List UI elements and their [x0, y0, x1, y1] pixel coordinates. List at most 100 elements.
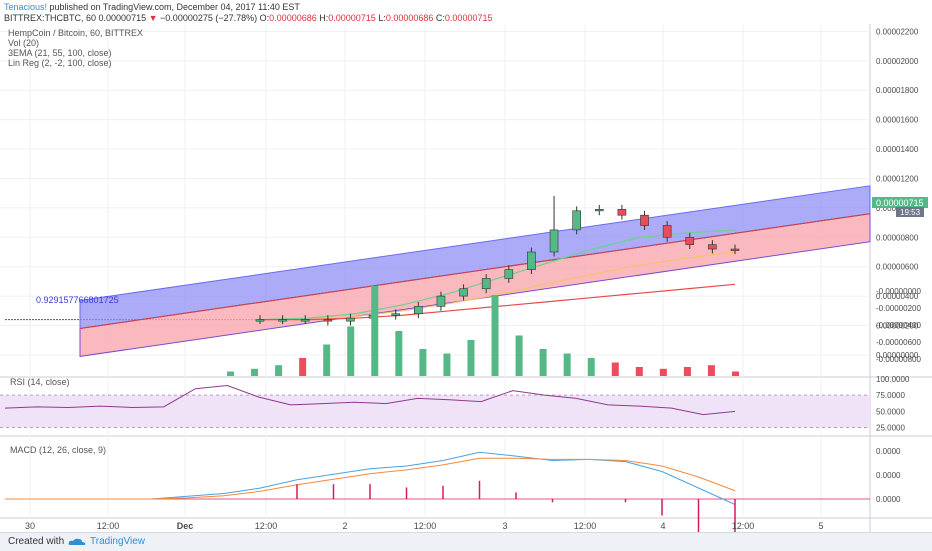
indicator-legend: HempCoin / Bitcoin, 60, BITTREX Vol (20)…	[8, 28, 143, 68]
down-arrow-icon: ▼	[148, 13, 158, 23]
candle-down	[685, 236, 695, 245]
volume-bar	[299, 358, 307, 376]
volume-bar	[539, 349, 547, 376]
last-price: 0.00000715	[98, 13, 147, 23]
low-value: 0.00000686	[385, 13, 434, 23]
candle-up	[278, 319, 287, 322]
candle-up	[346, 317, 355, 322]
rsi-tick-label: 75.0000	[876, 391, 905, 400]
candle-down	[323, 319, 333, 322]
candle-down	[640, 214, 649, 226]
volume-bar	[395, 331, 403, 376]
ema-fast-line	[259, 229, 736, 321]
volume-tick-label: -0.00000000	[876, 287, 921, 296]
close-value: 0.00000715	[444, 13, 493, 23]
price-tick-label: 0.00000600	[876, 263, 919, 272]
price-tick-label: 0.00002000	[876, 57, 919, 66]
volume-bar	[323, 344, 331, 376]
candle-up	[459, 288, 468, 297]
candle-up	[504, 269, 514, 279]
footer-bar: Created with TradingView	[0, 532, 932, 551]
volume-bar	[419, 349, 427, 376]
time-tick-label: Dec	[177, 521, 194, 531]
price-tick-label: 0.00000400	[876, 292, 919, 301]
candle-up	[414, 306, 423, 315]
time-tick-label: 12:00	[255, 521, 278, 531]
price-tick-label: 0.00000000	[876, 351, 919, 360]
volume-bar	[683, 367, 691, 376]
time-tick-label: 5	[818, 521, 823, 531]
volume-bar	[443, 353, 451, 376]
linreg-channel	[79, 185, 871, 357]
rsi-band	[0, 395, 870, 428]
symbol-label: BITTREX:THCBTC, 60	[4, 13, 97, 23]
volume-tick-label: -0.00000600	[876, 338, 921, 347]
candle-up	[255, 319, 265, 322]
candlestick-series	[255, 196, 740, 326]
time-tag: 19:53	[900, 208, 921, 217]
time-tick-label: 12:00	[97, 521, 120, 531]
time-axis: 30 12:00 Dec 12:00 2 12:00 3 12:00 4 12:00 5	[25, 521, 824, 531]
macd-title: MACD (12, 26, close, 9)	[10, 445, 106, 455]
rsi-tick-label: 50.0000	[876, 407, 905, 416]
candle-down	[730, 248, 740, 251]
legend-ema[interactable]: 3EMA (21, 55, 100, close)	[8, 48, 112, 58]
price-tick-label: 0.00001800	[876, 86, 919, 95]
volume-bar	[732, 371, 739, 376]
time-tag-box	[896, 207, 924, 217]
volume-bar	[587, 358, 595, 376]
volume-bars	[227, 286, 739, 376]
volume-bar	[227, 371, 234, 376]
time-tick-label: 3	[502, 521, 507, 531]
volume-bar	[371, 286, 379, 376]
macd-tick-label: 0.0000	[876, 471, 901, 480]
time-tick-label: 30	[25, 521, 35, 531]
tradingview-cloud-icon	[68, 538, 86, 545]
volume-tick-label: -0.00000400	[876, 321, 921, 330]
footer-brand-link[interactable]: TradingView	[90, 536, 146, 547]
candle-down	[617, 209, 627, 216]
high-label: H:	[319, 13, 329, 23]
price-tick-label: 0.00001400	[876, 145, 919, 154]
time-tick-label: 12:00	[574, 521, 597, 531]
candle-up	[527, 251, 536, 270]
author-link[interactable]: Tenacious!	[4, 2, 48, 12]
high-value: 0.00000715	[328, 13, 376, 23]
change-value: −0.00000275 (−27.78%)	[160, 13, 258, 23]
volume-bar	[515, 335, 523, 376]
price-tick-label: 0.00000200	[876, 322, 919, 331]
price-tag: 0.00000715	[876, 198, 924, 208]
published-text: published on TradingView.com, December 0…	[49, 2, 300, 12]
candle-up	[481, 278, 491, 290]
price-tick-label: 0.00002200	[876, 27, 919, 36]
candle-up	[594, 209, 604, 212]
legend-vol[interactable]: Vol (20)	[8, 38, 40, 48]
candle-down	[662, 225, 672, 238]
open-label: O:	[259, 13, 270, 23]
ema-mid-line	[260, 251, 736, 321]
candle-up	[300, 319, 310, 322]
volume-bar	[251, 368, 259, 376]
low-label: L:	[378, 13, 386, 23]
macd-tick-label: 0.0000	[876, 495, 901, 504]
price-tick-label: 0.00001600	[876, 116, 919, 125]
macd-tick-label: 0.0000	[876, 447, 901, 456]
candle-down	[708, 244, 717, 250]
volume-tick-label: -0.00000200	[876, 304, 921, 313]
volume-bar	[563, 353, 571, 376]
price-tick-label: 0.00000800	[876, 233, 919, 242]
volume-bar	[275, 365, 283, 376]
time-tick-label: 12:00	[732, 521, 755, 531]
publish-line: Tenacious! published on TradingView.com,…	[4, 2, 300, 13]
rsi-tick-label: 100.0000	[876, 375, 910, 384]
candle-up	[436, 295, 446, 307]
channel-midline	[79, 213, 871, 329]
volume-tick-label: -0.00000800	[876, 355, 921, 364]
legend-main[interactable]: HempCoin / Bitcoin, 60, BITTREX	[8, 28, 144, 38]
price-tag-box	[872, 197, 928, 208]
time-tick-label: 12:00	[414, 521, 437, 531]
signal-line	[5, 457, 736, 500]
legend-linreg[interactable]: Lin Reg (2, -2, 100, close)	[8, 58, 112, 68]
rsi-title: RSI (14, close)	[10, 377, 70, 387]
